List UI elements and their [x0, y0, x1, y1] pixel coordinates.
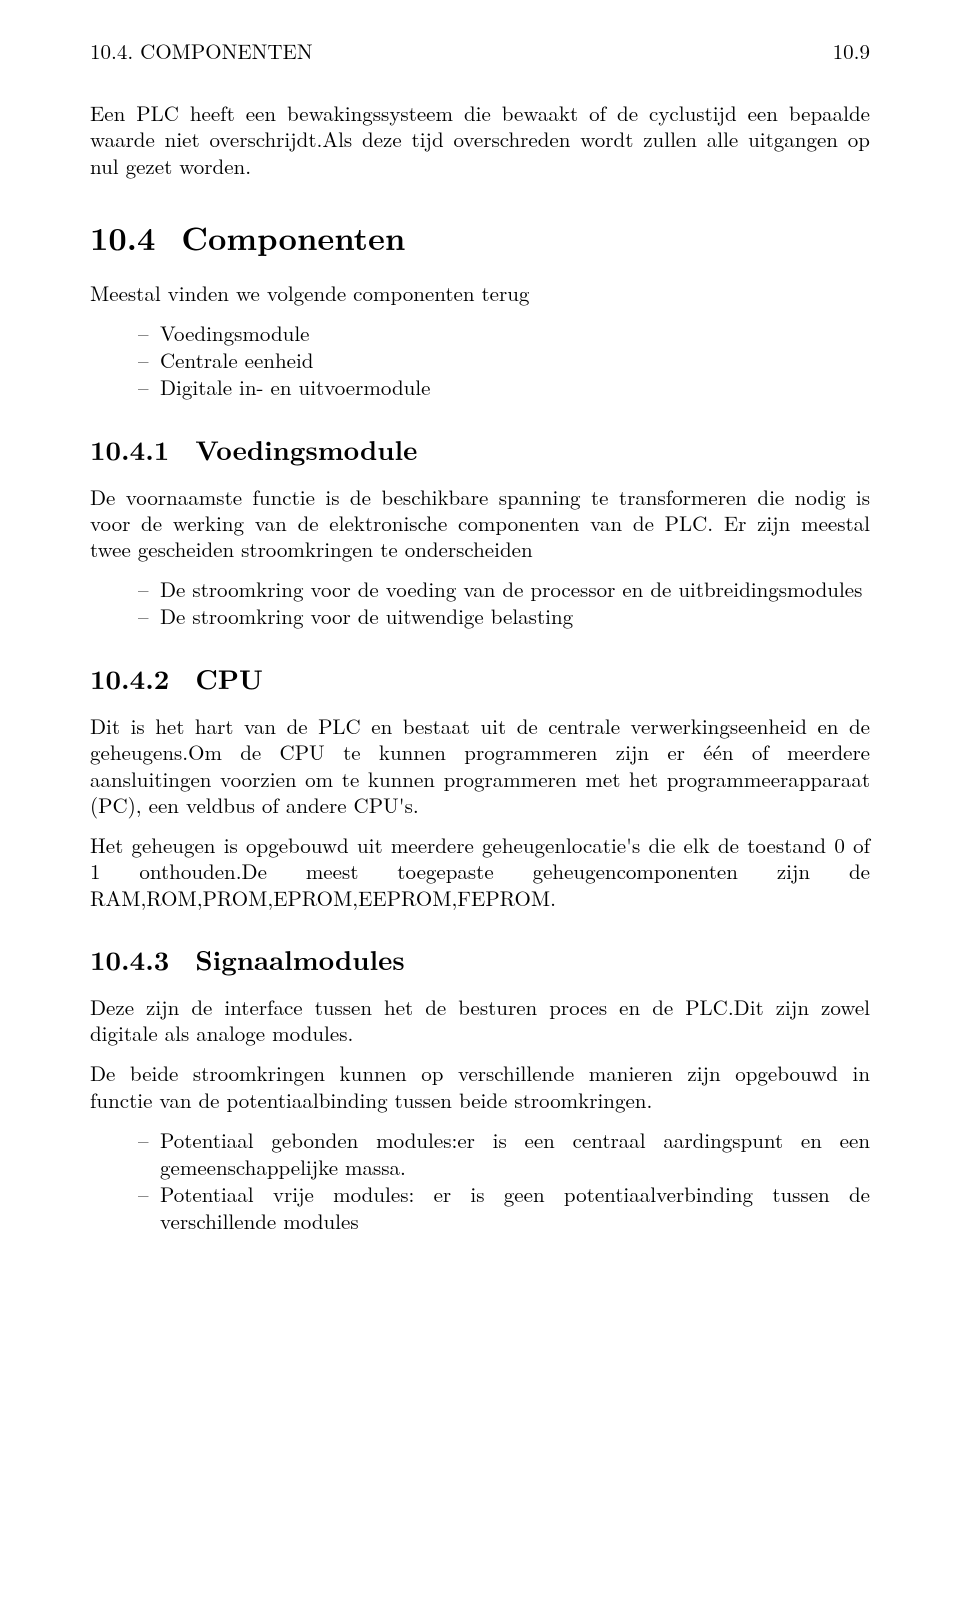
subsection-number: 10.4.3 [90, 939, 169, 978]
body-paragraph: Deze zijn de interface tussen het de bes… [90, 994, 870, 1047]
subsection-heading: 10.4.3 Signaalmodules [90, 939, 870, 978]
section-heading: 10.4 Componenten [90, 215, 870, 260]
section-lead: Meestal vinden we volgende componenten t… [90, 280, 870, 306]
subsection-number: 10.4.2 [90, 658, 169, 697]
list-item: Digitale in- en uitvoermodule [138, 374, 870, 401]
subsection-heading: 10.4.2 CPU [90, 658, 870, 697]
list-item: Voedingsmodule [138, 320, 870, 347]
body-paragraph: Het geheugen is opgebouwd uit meerdere g… [90, 832, 870, 911]
list-item: Potentiaal vrije modules: er is geen pot… [138, 1181, 870, 1235]
stroomkring-list: De stroomkring voor de voeding van de pr… [90, 576, 870, 630]
page: 10.4. COMPONENTEN 10.9 Een PLC heeft een… [0, 0, 960, 1604]
list-item: De stroomkring voor de voeding van de pr… [138, 576, 870, 603]
running-head-right: 10.9 [833, 36, 870, 66]
section-number: 10.4 [90, 215, 155, 260]
intro-paragraph: Een PLC heeft een bewakingssysteem die b… [90, 100, 870, 179]
list-item: De stroomkring voor de uitwendige belast… [138, 603, 870, 630]
running-head: 10.4. COMPONENTEN 10.9 [90, 36, 870, 66]
body-paragraph: De voornaamste functie is de beschikbare… [90, 484, 870, 563]
subsection-heading: 10.4.1 Voedingsmodule [90, 429, 870, 468]
subsection-number: 10.4.1 [90, 429, 169, 468]
section-title: Componenten [181, 215, 405, 260]
running-head-left: 10.4. COMPONENTEN [90, 36, 313, 66]
list-item: Potentiaal gebonden modules:er is een ce… [138, 1127, 870, 1181]
list-item: Centrale eenheid [138, 347, 870, 374]
body-paragraph: Dit is het hart van de PLC en bestaat ui… [90, 713, 870, 818]
subsection-title: Signaalmodules [195, 939, 404, 978]
body-paragraph: De beide stroomkringen kunnen op verschi… [90, 1060, 870, 1113]
potentiaal-list: Potentiaal gebonden modules:er is een ce… [90, 1127, 870, 1235]
subsection-title: Voedingsmodule [195, 429, 417, 468]
subsection-title: CPU [195, 658, 263, 697]
component-list: Voedingsmodule Centrale eenheid Digitale… [90, 320, 870, 401]
